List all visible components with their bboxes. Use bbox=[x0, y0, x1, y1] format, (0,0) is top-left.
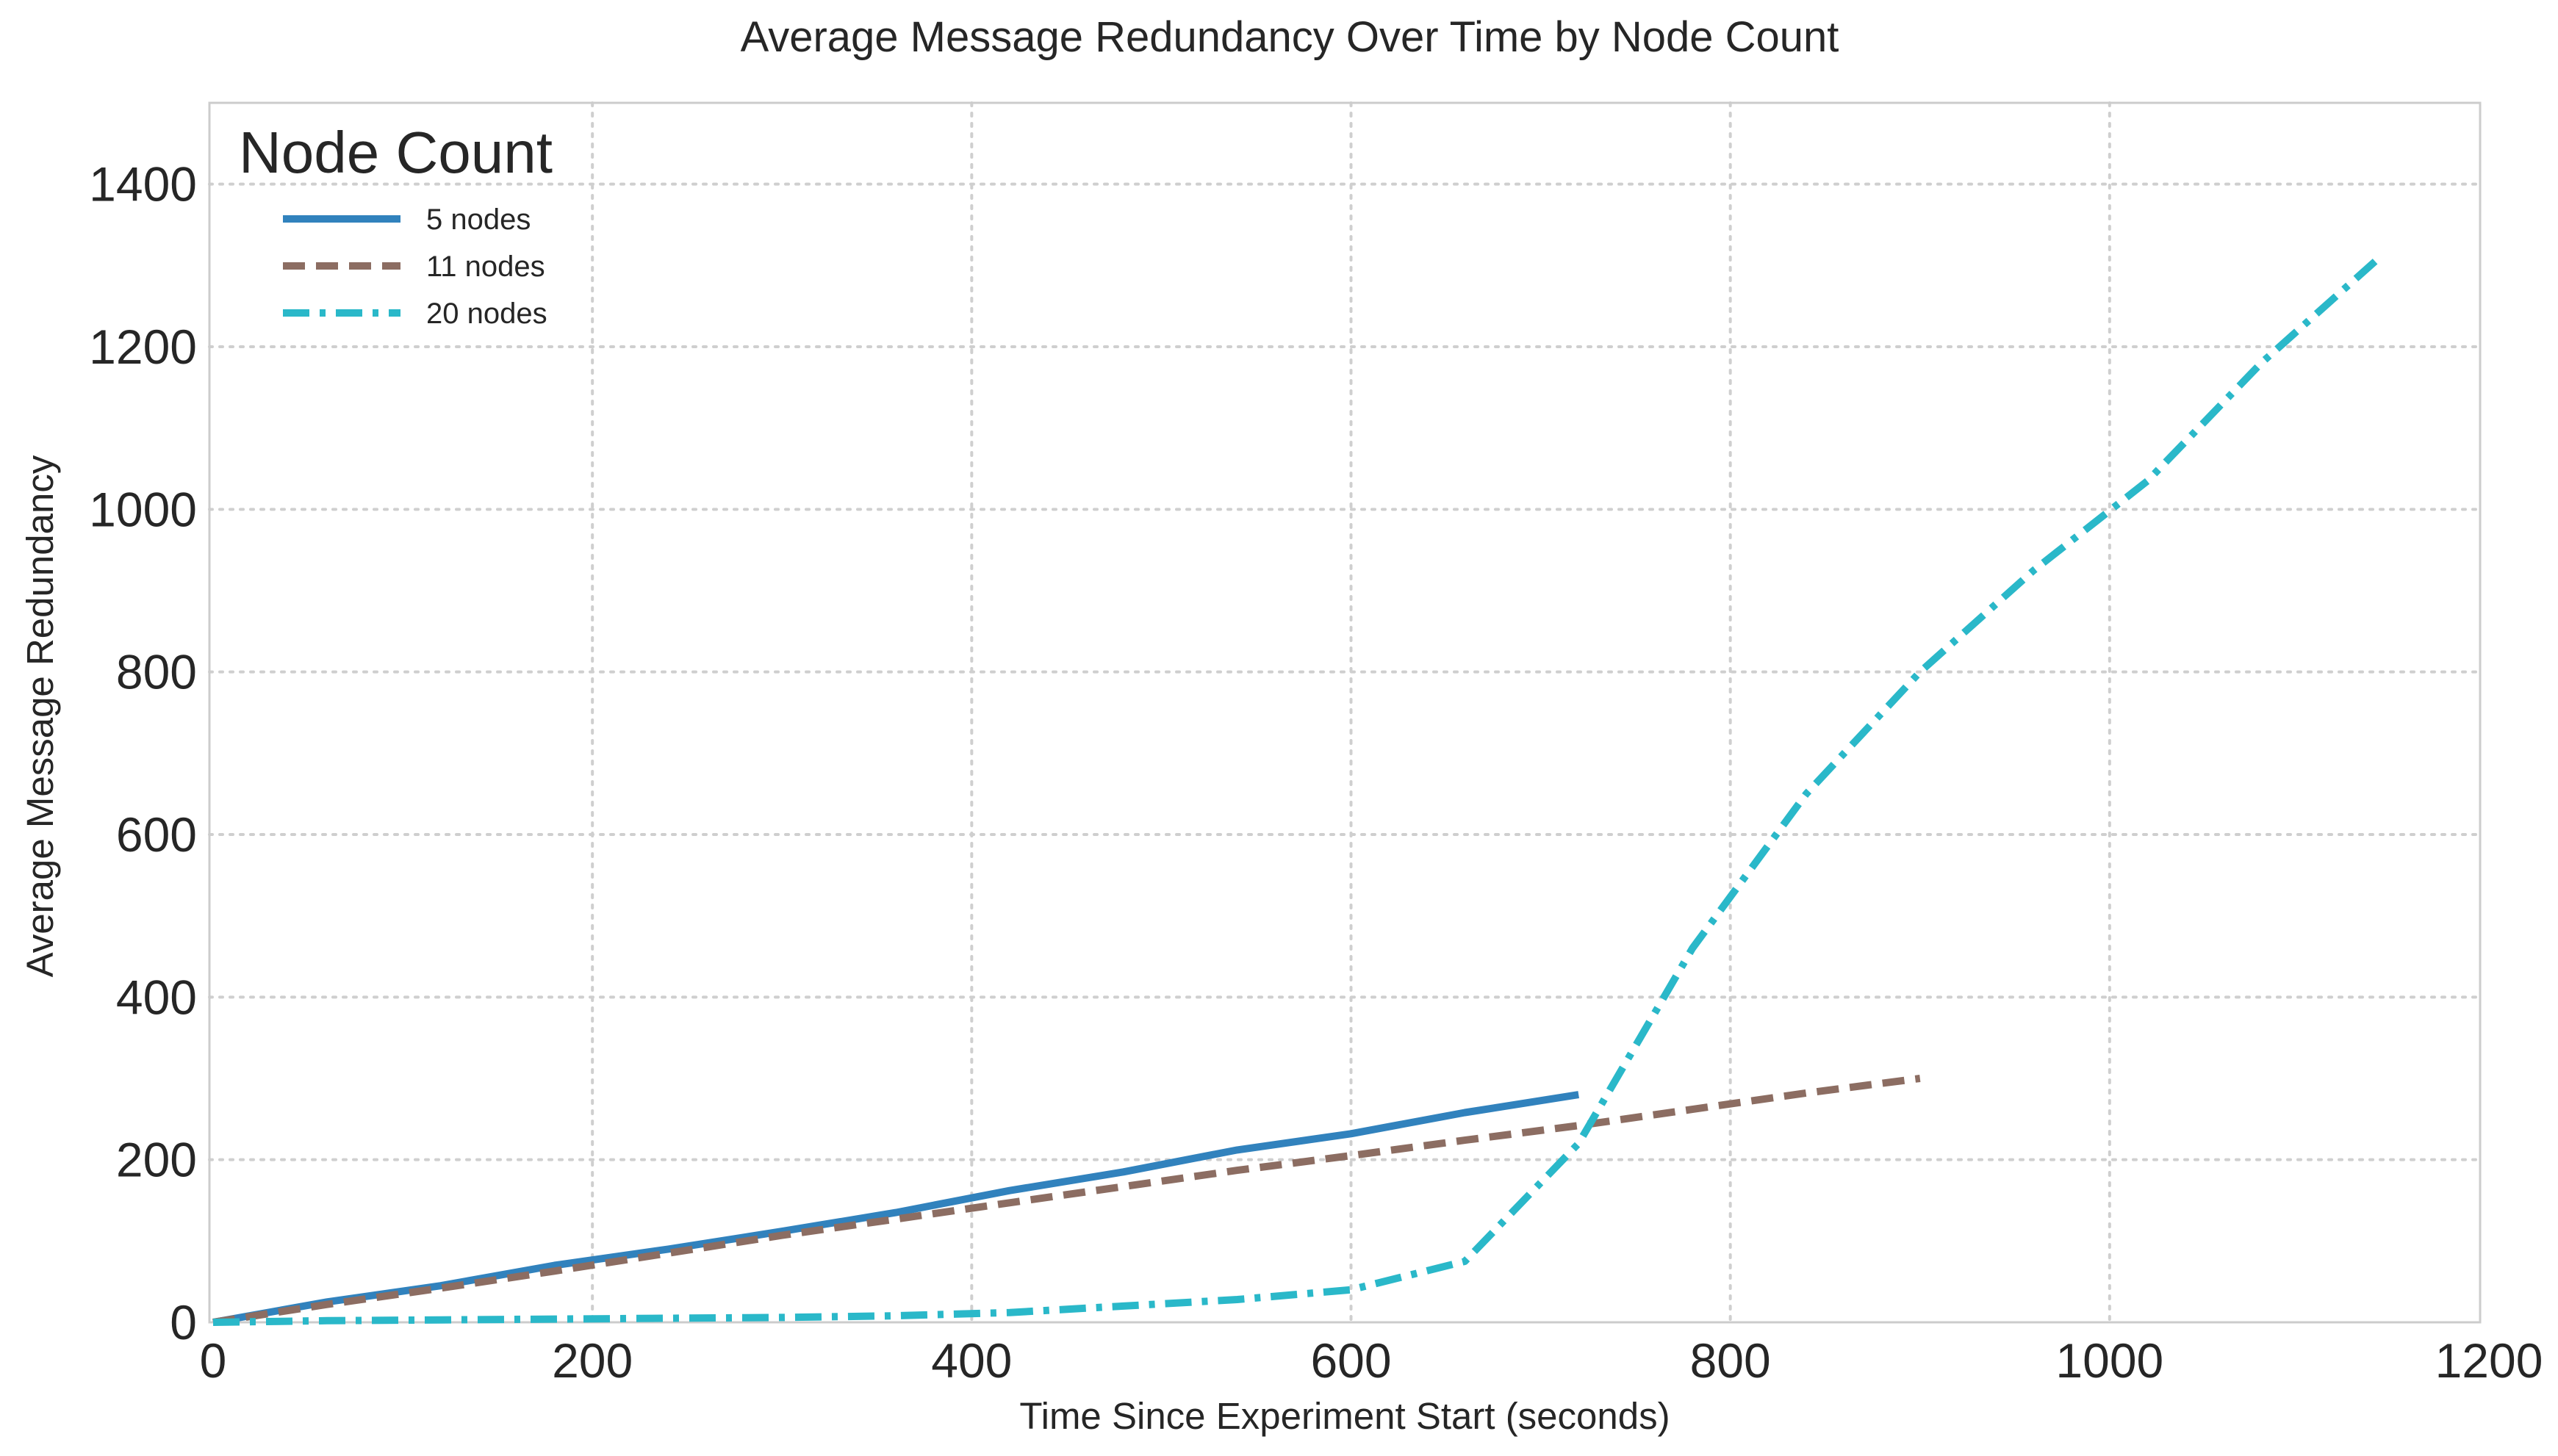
plot-area-frame bbox=[208, 101, 2482, 1324]
x-tick-label: 800 bbox=[1690, 1333, 1771, 1388]
grid-lines bbox=[208, 101, 2482, 1324]
y-tick-label: 0 bbox=[170, 1295, 197, 1349]
x-tick-label: 1200 bbox=[2435, 1333, 2543, 1388]
legend-label: 20 nodes bbox=[426, 298, 547, 330]
series-line bbox=[212, 259, 2378, 1326]
x-axis-tick-labels: 0 200 400 600 800 1000 1200 bbox=[200, 1333, 2543, 1388]
x-axis-label: Time Since Experiment Start (seconds) bbox=[1019, 1395, 1670, 1437]
legend: Node Count 5 nodes 11 nodes 20 nodes bbox=[239, 120, 553, 330]
y-tick-label: 800 bbox=[116, 645, 197, 699]
x-tick-label: 400 bbox=[931, 1333, 1012, 1388]
y-tick-label: 400 bbox=[116, 970, 197, 1024]
y-tick-label: 600 bbox=[116, 807, 197, 862]
y-axis-tick-labels: 0 200 400 600 800 1000 1200 1400 bbox=[89, 157, 197, 1349]
y-tick-label: 1000 bbox=[89, 482, 197, 536]
legend-items: 5 nodes 11 nodes 20 nodes bbox=[283, 203, 547, 330]
series-line bbox=[212, 1075, 1921, 1326]
x-tick-label: 1000 bbox=[2055, 1333, 2163, 1388]
y-axis-label: Average Message Redundancy bbox=[19, 455, 61, 977]
legend-label: 5 nodes bbox=[426, 203, 531, 236]
y-tick-label: 1200 bbox=[89, 320, 197, 374]
x-tick-label: 0 bbox=[200, 1333, 227, 1388]
series-lines bbox=[212, 259, 2378, 1326]
series-line bbox=[212, 1091, 1579, 1326]
x-tick-label: 200 bbox=[552, 1333, 633, 1388]
legend-label: 11 nodes bbox=[426, 251, 545, 283]
chart-title: Average Message Redundancy Over Time by … bbox=[741, 13, 1839, 61]
y-tick-label: 200 bbox=[116, 1133, 197, 1187]
x-tick-label: 600 bbox=[1310, 1333, 1391, 1388]
legend-title: Node Count bbox=[239, 120, 553, 185]
y-tick-label: 1400 bbox=[89, 157, 197, 212]
